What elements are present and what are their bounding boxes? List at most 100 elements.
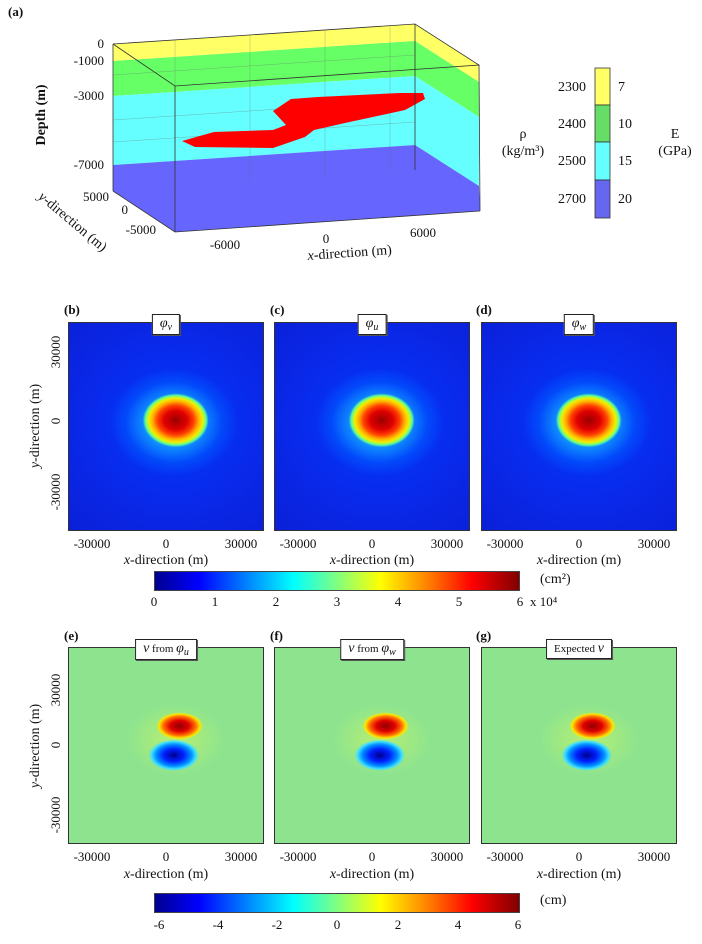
density-label: 2700 xyxy=(558,192,586,207)
panel-label-f: (f) xyxy=(270,628,283,643)
y-tick: 0 xyxy=(48,417,63,425)
heatmap-v-from-phi-w xyxy=(274,647,470,844)
title-v-from-phi-w: v from φw xyxy=(340,639,404,660)
panel-label-e: (e) xyxy=(64,628,79,643)
x-tick: 0 xyxy=(575,536,583,551)
legend-colorbar xyxy=(594,67,611,219)
density-label: 2400 xyxy=(558,117,586,132)
x-tick: -6000 xyxy=(210,237,240,252)
x-tick: 30000 xyxy=(224,536,258,551)
y-tick: 0 xyxy=(122,202,129,217)
x-tick: 6000 xyxy=(410,225,436,240)
colorbar-phi xyxy=(154,571,520,591)
modulus-label: 20 xyxy=(618,192,632,207)
colorbar-multiplier: x 10⁴ xyxy=(530,594,558,609)
colorbar-tick: -2 xyxy=(271,917,283,932)
rho-unit: (kg/m³) xyxy=(502,144,545,159)
x-tick: 30000 xyxy=(430,536,464,551)
depth-tick: -3000 xyxy=(74,88,104,103)
y-tick: -5000 xyxy=(126,222,156,237)
depth-axis-label: Depth (m) xyxy=(34,84,49,145)
colorbar-tick: 2 xyxy=(272,594,280,609)
layer-green xyxy=(113,41,479,117)
heatmap-v-from-phi-u xyxy=(68,647,264,844)
panel-label-c: (c) xyxy=(270,302,285,317)
x-tick: 30000 xyxy=(430,849,464,864)
colorbar-unit: (cm²) xyxy=(540,572,571,587)
density-label: 2300 xyxy=(558,80,586,95)
y-tick: -30000 xyxy=(48,796,63,834)
x-tick: -30000 xyxy=(73,849,111,864)
colorbar-tick: -6 xyxy=(153,917,165,932)
x-tick: 30000 xyxy=(224,849,258,864)
colorbar-tick: 6 xyxy=(514,917,522,932)
layer-blue xyxy=(113,145,480,232)
colorbar-unit: (cm) xyxy=(540,893,567,908)
y-tick: 30000 xyxy=(48,335,63,369)
y-axis-label: y-direction (m) xyxy=(28,383,43,469)
layer-yellow xyxy=(113,24,479,82)
x-tick: 30000 xyxy=(637,536,671,551)
y-tick: 0 xyxy=(48,741,63,749)
E-symbol: E xyxy=(671,127,680,142)
y-tick: -30000 xyxy=(48,473,63,511)
x-tick: 0 xyxy=(162,849,170,864)
y-tick: 5000 xyxy=(83,189,109,204)
modulus-label: 7 xyxy=(618,80,625,95)
x-axis-label: x-direction (m) xyxy=(306,243,393,260)
heatmap-phi-u xyxy=(274,322,470,531)
panel-label-g: (g) xyxy=(476,628,492,643)
y-tick: 30000 xyxy=(48,673,63,707)
x-axis-label: x-direction (m) xyxy=(123,867,209,882)
box-edges xyxy=(112,23,481,233)
heatmap-expected-v xyxy=(481,647,677,844)
x-axis-label: x-direction (m) xyxy=(536,553,622,568)
x-axis-label: x-direction (m) xyxy=(329,867,415,882)
panel-label-d: (d) xyxy=(476,302,492,317)
colorbar-tick: 2 xyxy=(394,917,402,932)
title-phi-v: φv xyxy=(151,314,181,335)
x-tick: 0 xyxy=(575,849,583,864)
x-axis-label: x-direction (m) xyxy=(123,553,209,568)
3d-layer-model: 0 -1000 -3000 -7000 5000 0 -5000 -6000 0… xyxy=(34,23,692,260)
colorbar-tick: 3 xyxy=(333,594,341,609)
depth-tick: -1000 xyxy=(74,53,104,68)
x-tick: -30000 xyxy=(486,536,524,551)
x-tick: -30000 xyxy=(279,536,317,551)
x-tick: 30000 xyxy=(637,849,671,864)
density-label: 2500 xyxy=(558,154,586,169)
x-tick: -30000 xyxy=(486,849,524,864)
panel-label-b: (b) xyxy=(64,302,80,317)
panel-label-a: (a) xyxy=(8,4,24,19)
title-expected-v: Expected v xyxy=(546,639,612,659)
x-tick: 0 xyxy=(162,536,170,551)
modulus-label: 15 xyxy=(618,154,632,169)
heatmap-phi-w xyxy=(481,322,677,531)
x-tick: -30000 xyxy=(73,536,111,551)
x-axis-label: x-direction (m) xyxy=(329,553,415,568)
x-tick: -30000 xyxy=(279,849,317,864)
depth-tick: -7000 xyxy=(74,157,104,172)
title-v-from-phi-u: v from φu xyxy=(135,639,197,660)
colorbar-tick: 4 xyxy=(454,917,462,932)
x-axis-label: x-direction (m) xyxy=(536,867,622,882)
rho-symbol: ρ xyxy=(520,127,527,142)
E-unit: (GPa) xyxy=(658,144,692,159)
x-tick: 0 xyxy=(323,231,330,246)
colorbar-tick: -4 xyxy=(212,917,224,932)
title-phi-u: φu xyxy=(357,314,387,335)
x-tick: 0 xyxy=(368,849,376,864)
colorbar-v xyxy=(154,893,520,913)
colorbar-tick: 0 xyxy=(150,594,158,609)
title-phi-w: φw xyxy=(563,314,595,335)
colorbar-tick: 1 xyxy=(211,594,219,609)
anomaly-body xyxy=(182,93,425,148)
depth-tick: 0 xyxy=(98,36,105,51)
colorbar-tick: 5 xyxy=(455,594,463,609)
colorbar-tick: 0 xyxy=(333,917,341,932)
x-tick: 0 xyxy=(368,536,376,551)
heatmap-phi-v xyxy=(68,322,264,531)
colorbar-tick: 4 xyxy=(394,594,402,609)
colorbar-tick: 6 xyxy=(516,594,524,609)
y-axis-label: y-direction (m) xyxy=(28,703,43,789)
